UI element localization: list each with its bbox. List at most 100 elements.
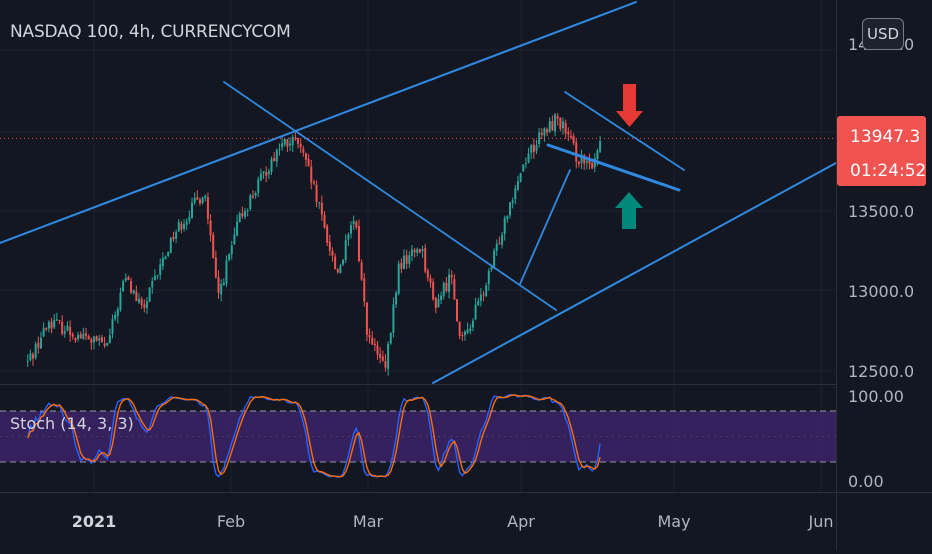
x-tick-label: Jun [808,512,834,531]
candle-body [339,265,342,273]
candle-body [238,213,241,223]
candle-body [596,150,599,160]
candle-body [114,314,117,320]
last-price-label: 13947.3 [850,127,920,147]
candle-body [153,275,156,281]
candle-body [355,221,358,228]
candle-body [501,234,504,245]
candle-body [92,336,95,343]
candle-body [257,179,260,193]
candle-body [593,158,596,168]
candle-body [58,320,61,322]
candle-body [376,345,379,355]
candle-body [119,292,122,310]
candle-body [368,335,371,338]
candle-body [69,326,72,335]
candle-body [172,237,175,240]
x-tick-label: Feb [217,512,245,531]
candle-body [297,137,300,144]
candle-body [286,139,289,147]
candle-body [384,361,387,368]
candle-body [421,249,424,251]
candle-body [347,234,350,240]
channel-lower-line [432,162,837,384]
candle-body [124,278,127,281]
candle-body [299,144,302,148]
candle-body [514,188,517,200]
candle-body [583,155,586,164]
candle-body [66,325,69,331]
candle-body [159,264,162,275]
candle-body [551,121,554,131]
candle-body [106,342,109,346]
candle-body [183,223,186,229]
candle-body [434,297,437,309]
candle-body [440,295,443,301]
candle-body [405,255,408,264]
candle-body [397,263,400,294]
stoch-d-line [27,394,601,478]
candle-body [516,181,519,190]
candle-body [156,275,159,277]
candle-body [506,215,509,219]
candle-body [575,142,578,162]
candle-body [204,195,207,199]
candle-body [265,172,268,176]
candle-body [519,172,522,182]
candle-body [209,220,212,236]
candle-body [198,199,201,204]
candle-body [228,254,231,261]
candle-body [403,255,406,269]
x-tick-label: 2021 [72,512,117,531]
candle-body [416,249,419,253]
candle-body [379,353,382,358]
y-tick-label: 12500.0 [848,362,914,381]
candle-body [503,218,506,234]
candle-body [236,221,239,236]
candle-body [254,193,257,196]
x-tick-label: Mar [353,512,384,531]
candle-body [63,331,66,334]
candle-body [479,294,482,301]
candle-body [196,197,199,200]
stoch-indicator-label[interactable]: Stoch (14, 3, 3) [10,414,134,433]
candle-body [336,269,339,273]
candle-body [26,360,29,362]
candle-body [45,327,48,330]
candle-body [148,287,151,302]
candle-body [185,221,188,225]
candle-body [246,210,249,212]
candle-body [177,222,180,232]
candle-body [477,300,480,306]
candle-body [169,238,172,254]
candle-body [29,353,32,361]
candle-body [214,257,217,277]
candle-body [273,157,276,162]
candle-body [456,299,459,322]
candle-body [413,249,416,253]
candle-body [474,304,477,320]
candle-body [222,282,225,286]
candle-body [278,148,281,150]
candle-body [418,249,421,253]
y-tick-label: 13000.0 [848,282,914,301]
candle-body [328,241,331,251]
candle-body [201,197,204,203]
candle-body [98,338,101,341]
candle-body [217,277,220,293]
candle-body [363,278,366,302]
candle-body [251,196,254,198]
candle-body [591,162,594,169]
candle-body [424,248,427,272]
candle-body [493,250,496,269]
candle-body [79,334,82,339]
candle-body [543,128,546,136]
candle-body [572,135,575,144]
candle-body [304,153,307,160]
currency-button[interactable]: USD [862,18,904,50]
candle-body [466,329,469,333]
stoch-y-tick-label: 100.00 [848,387,904,406]
candle-body [267,171,270,175]
